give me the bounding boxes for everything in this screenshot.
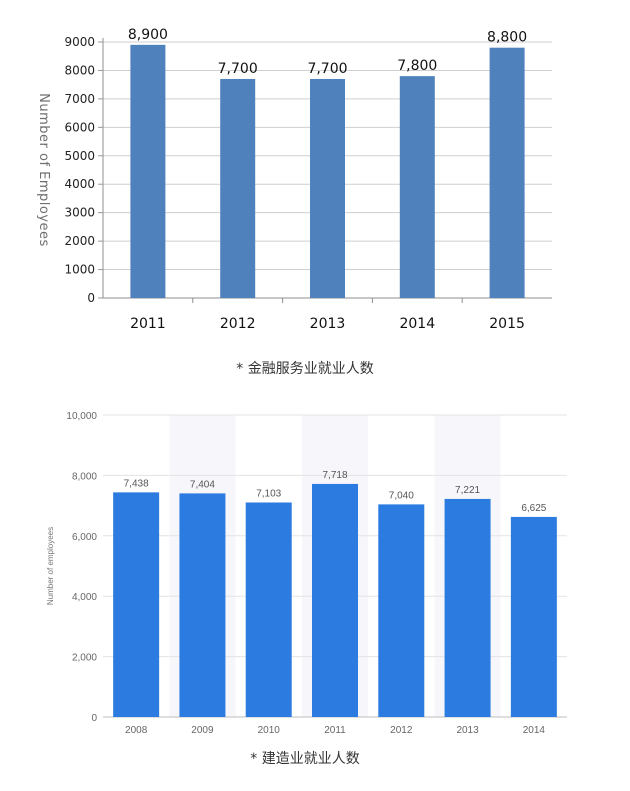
data-label-2014: 7,800 [397,58,437,74]
y-tick-label: 2000 [64,234,95,248]
employment-chart-construction: 0 2,000 4,000 6,000 8,000 10,000 7,438 2008 7,40… [46,411,567,736]
bar-2013 [310,78,345,298]
x-tick-label-2013: 2013 [456,725,479,736]
y-tick-label: 0 [91,713,97,724]
y-tick-label: 6000 [64,120,95,134]
y-axis-label: Number of employees [46,527,55,605]
bar-2010 [245,502,292,717]
x-tick-label-2014: 2014 [523,725,546,736]
data-label-2014: 6,625 [521,503,546,514]
bar-2008 [113,492,160,717]
y-tick-label: 1000 [64,263,95,277]
data-label-2011: 8,900 [128,27,168,43]
data-label-2015: 8,800 [487,30,527,46]
y-axis-label: Number of Employees [36,93,51,247]
bar-2015 [489,47,525,298]
x-tick-label-2011: 2011 [324,725,346,736]
x-tick-label-2009: 2009 [191,725,214,736]
y-tick-label: 0 [87,291,95,305]
x-tick-label-2015: 2015 [489,316,525,332]
x-tick-label-2010: 2010 [258,725,281,736]
y-tick-label: 6,000 [72,532,97,543]
data-label-2008: 7,438 [124,478,149,489]
caption-construction: * 建造业就业人数 [250,751,360,767]
bar-2009 [179,493,226,717]
y-tick-label: 9000 [64,35,95,49]
x-tick-label-2012: 2012 [220,316,256,332]
y-tick-label: 7000 [64,92,95,106]
bar-2014 [510,516,557,717]
x-tick-label-2014: 2014 [399,316,435,332]
data-label-2013: 7,221 [455,485,480,496]
y-tick-label: 5000 [64,149,95,163]
bar-2012 [220,78,256,298]
y-tick-label: 8000 [64,63,95,77]
bar-2014 [399,76,435,298]
bar-2012 [378,504,425,717]
x-tick-label-2011: 2011 [130,316,166,332]
data-label-2010: 7,103 [256,488,281,499]
y-tick-label: 3000 [64,206,95,220]
bar-2013 [444,498,491,717]
bar-2011 [130,44,166,298]
employment-chart-finance: 0 1000 2000 3000 4000 5000 6000 7000 8000 9000 8,9… [36,27,552,332]
bar-2011 [312,483,358,717]
y-tick-label: 4,000 [72,592,97,603]
data-label-2012: 7,700 [218,61,258,77]
data-label-2009: 7,404 [190,479,215,490]
y-tick-label: 8,000 [72,471,97,482]
data-label-2011: 7,718 [322,470,347,481]
caption-finance: * 金融服务业就业人数 [236,361,374,377]
y-tick-label: 4000 [64,177,95,191]
y-tick-label: 2,000 [72,653,97,664]
data-label-2012: 7,040 [389,490,414,501]
x-tick-label-2008: 2008 [125,725,148,736]
data-label-2013: 7,700 [307,61,347,77]
x-tick-label-2013: 2013 [310,316,346,332]
y-tick-label: 10,000 [66,411,97,422]
x-tick-label-2012: 2012 [390,725,413,736]
